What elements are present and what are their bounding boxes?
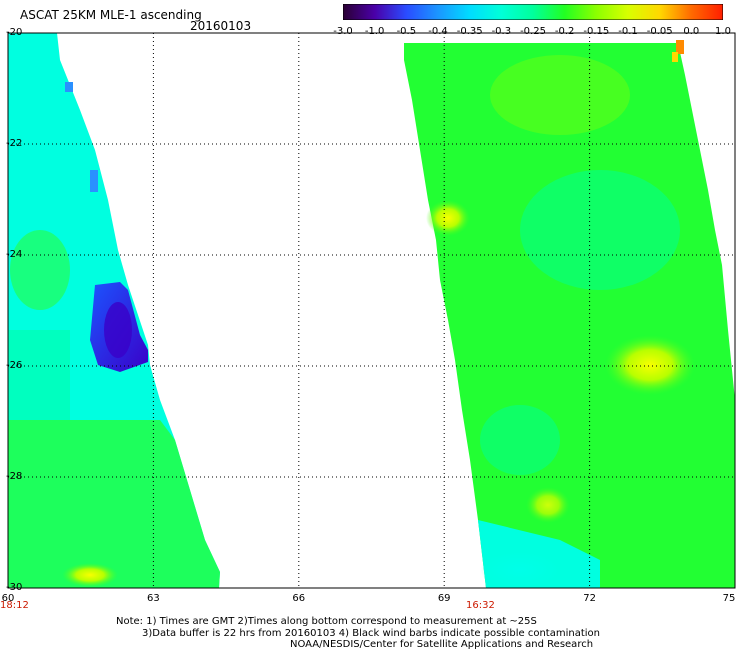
colorbar-tick-label: -0.05 — [646, 26, 673, 37]
colorbar-gradient — [343, 4, 723, 20]
colorbar-tick-label: -0.1 — [618, 26, 638, 37]
latitude-tick-label: -24 — [6, 249, 23, 260]
colorbar-tick-label: 1.0 — [715, 26, 731, 37]
note-line-1: Note: 1) Times are GMT 2)Times along bot… — [116, 616, 537, 627]
colorbar-tick-label: -0.15 — [583, 26, 610, 37]
lat-lon-grid — [8, 33, 735, 588]
latitude-tick-label: -26 — [6, 360, 23, 371]
colorbar-tick-label: -1.0 — [364, 26, 385, 37]
colorbar-tick-label: -0.2 — [554, 26, 575, 37]
latitude-tick-label: -28 — [6, 471, 23, 482]
note-line-3: NOAA/NESDIS/Center for Satellite Applica… — [290, 639, 594, 650]
longitude-tick-label: 69 — [437, 593, 451, 604]
colorbar-tick-label: -0.5 — [396, 26, 417, 37]
map-title: ASCAT 25KM MLE-1 ascending — [20, 8, 202, 22]
latitude-tick-label: -22 — [6, 138, 23, 149]
longitude-tick-label: 60 — [1, 593, 15, 604]
left-swath-time: 18:12 — [0, 600, 29, 611]
right-swath — [404, 40, 735, 588]
latitude-tick-label: -20 — [6, 27, 23, 38]
colorbar-tick-label: -3.0 — [333, 26, 353, 37]
colorbar-tick-label: -0.25 — [520, 26, 546, 37]
note-line-2: 3)Data buffer is 22 hrs from 20160103 4)… — [142, 628, 600, 639]
map-frame — [7, 32, 736, 589]
latitude-tick-label: -30 — [6, 582, 23, 593]
colorbar-tick-label: -0.35 — [456, 26, 483, 37]
map-date: 20160103 — [190, 19, 252, 33]
colorbar — [343, 4, 723, 20]
colorbar-tick-label: -0.4 — [428, 26, 448, 37]
longitude-tick-label: 75 — [722, 593, 736, 604]
longitude-tick-label: 63 — [147, 593, 160, 604]
colorbar-tick-label: -0.3 — [491, 26, 512, 37]
colorbar-tick-label: 0.0 — [683, 26, 700, 37]
longitude-tick-label: 66 — [292, 593, 306, 604]
right-swath-time: 16:32 — [466, 600, 495, 611]
longitude-tick-label: 72 — [583, 593, 596, 604]
left-swath — [8, 33, 220, 588]
